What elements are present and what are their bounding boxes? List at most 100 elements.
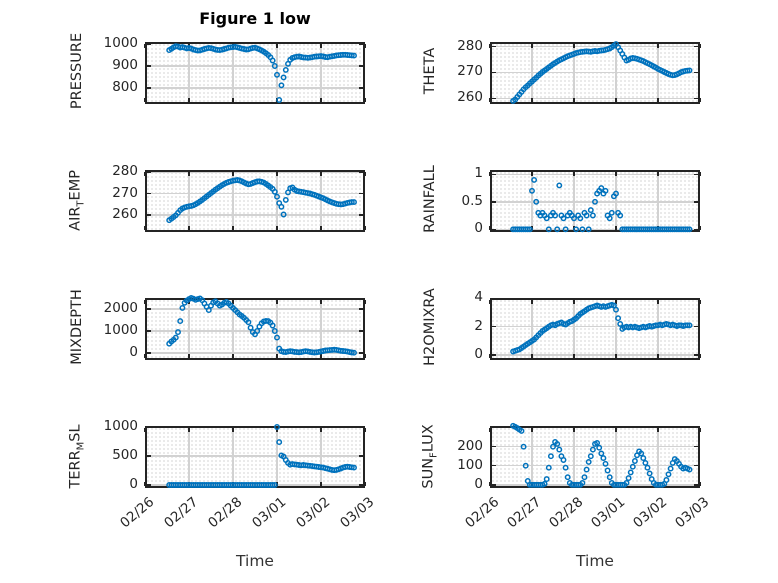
- data-point: [573, 226, 580, 233]
- tick-mark: [359, 484, 363, 486]
- subplot-mixdepth-axes: [145, 298, 365, 360]
- tick-mark: [359, 352, 363, 354]
- major-gridline-x: [657, 171, 659, 231]
- data-point: [348, 349, 355, 356]
- tick-mark: [232, 300, 234, 304]
- tick-mark: [694, 445, 698, 448]
- tick-mark: [573, 300, 575, 304]
- major-gridline-x: [188, 299, 190, 359]
- data-point: [606, 215, 613, 222]
- tick-mark: [492, 97, 496, 100]
- major-gridline-y: [146, 214, 364, 216]
- data-point: [686, 226, 693, 233]
- data-point: [594, 439, 601, 446]
- tick-mark: [359, 308, 363, 310]
- tick-mark: [615, 172, 617, 176]
- tick-mark: [531, 300, 533, 304]
- major-gridline-x: [573, 427, 575, 487]
- data-point: [545, 226, 552, 233]
- major-gridline-x: [615, 427, 617, 487]
- data-point: [179, 304, 186, 311]
- tick-mark: [147, 87, 151, 89]
- subplot-h2omixra-markers: [510, 301, 693, 355]
- data-point: [598, 185, 605, 192]
- y-tick-label: 280: [112, 163, 138, 180]
- data-point: [274, 334, 280, 341]
- data-point: [280, 211, 287, 218]
- data-point: [667, 465, 674, 472]
- subplot-mixdepth-markers: [166, 295, 357, 356]
- tick-mark: [699, 98, 701, 102]
- y-tick-label: 0: [129, 475, 138, 492]
- tick-mark: [531, 98, 533, 102]
- y-tick-label: 1000: [103, 34, 138, 51]
- data-point: [254, 328, 261, 334]
- data-point: [581, 474, 588, 481]
- y-tick-label: 0: [129, 343, 138, 360]
- tick-mark: [699, 300, 701, 304]
- tick-mark: [188, 226, 190, 230]
- data-point: [522, 462, 529, 469]
- figure-title: Figure 1 low: [199, 9, 311, 28]
- y-tick-label: 0.5: [461, 192, 483, 209]
- tick-mark: [694, 228, 698, 230]
- data-point: [282, 196, 289, 203]
- data-point: [276, 439, 283, 446]
- major-gridline-y: [146, 65, 364, 67]
- data-point: [526, 226, 533, 233]
- tick-mark: [492, 484, 496, 486]
- tick-mark: [694, 484, 698, 486]
- major-gridline-x: [232, 299, 234, 359]
- data-point: [617, 320, 624, 327]
- tick-mark: [492, 201, 496, 203]
- tick-mark: [615, 428, 617, 432]
- data-point: [280, 74, 287, 81]
- y-tick-label: 800: [112, 78, 138, 95]
- tick-mark: [232, 172, 234, 176]
- data-point: [684, 322, 691, 329]
- data-point: [602, 460, 609, 467]
- data-point: [579, 226, 586, 233]
- data-point: [274, 71, 280, 78]
- data-point: [613, 306, 619, 313]
- major-gridline-y: [491, 173, 699, 176]
- y-axis-label-terr-msl: TERRMSL: [67, 424, 87, 489]
- tick-mark: [359, 214, 363, 216]
- data-point: [351, 464, 357, 471]
- data-point: [627, 469, 634, 476]
- y-tick-label: 900: [112, 56, 138, 73]
- data-point: [554, 226, 561, 233]
- tick-mark: [232, 428, 234, 432]
- subplot-h2omixra-axes: [490, 298, 700, 360]
- tick-mark: [147, 192, 151, 195]
- data-point: [556, 182, 563, 189]
- tick-mark: [573, 354, 575, 358]
- tick-mark: [492, 445, 496, 448]
- data-point: [205, 307, 212, 314]
- tick-mark: [320, 172, 322, 176]
- data-point: [663, 477, 670, 483]
- major-gridline-x: [320, 427, 322, 487]
- tick-mark: [320, 428, 322, 432]
- major-gridline-y: [491, 201, 699, 203]
- tick-mark: [276, 172, 278, 176]
- major-gridline-y: [491, 45, 699, 48]
- tick-mark: [232, 98, 234, 102]
- tick-mark: [492, 464, 496, 467]
- tick-mark: [276, 226, 278, 230]
- major-gridline-y: [146, 308, 364, 310]
- data-point: [172, 334, 179, 341]
- tick-mark: [364, 300, 366, 304]
- y-tick-label: 0: [474, 220, 483, 237]
- data-point: [589, 212, 596, 219]
- tick-mark: [492, 71, 496, 74]
- data-point: [545, 464, 552, 471]
- tick-mark: [320, 44, 322, 48]
- tick-mark: [147, 171, 151, 173]
- major-gridline-x: [188, 171, 190, 231]
- tick-mark: [359, 171, 363, 173]
- tick-mark: [573, 44, 575, 48]
- major-gridline-x: [188, 43, 190, 103]
- y-axis-label-sun-flux: SUNFLUX: [420, 424, 440, 489]
- ylabel-subscript: F: [428, 452, 440, 458]
